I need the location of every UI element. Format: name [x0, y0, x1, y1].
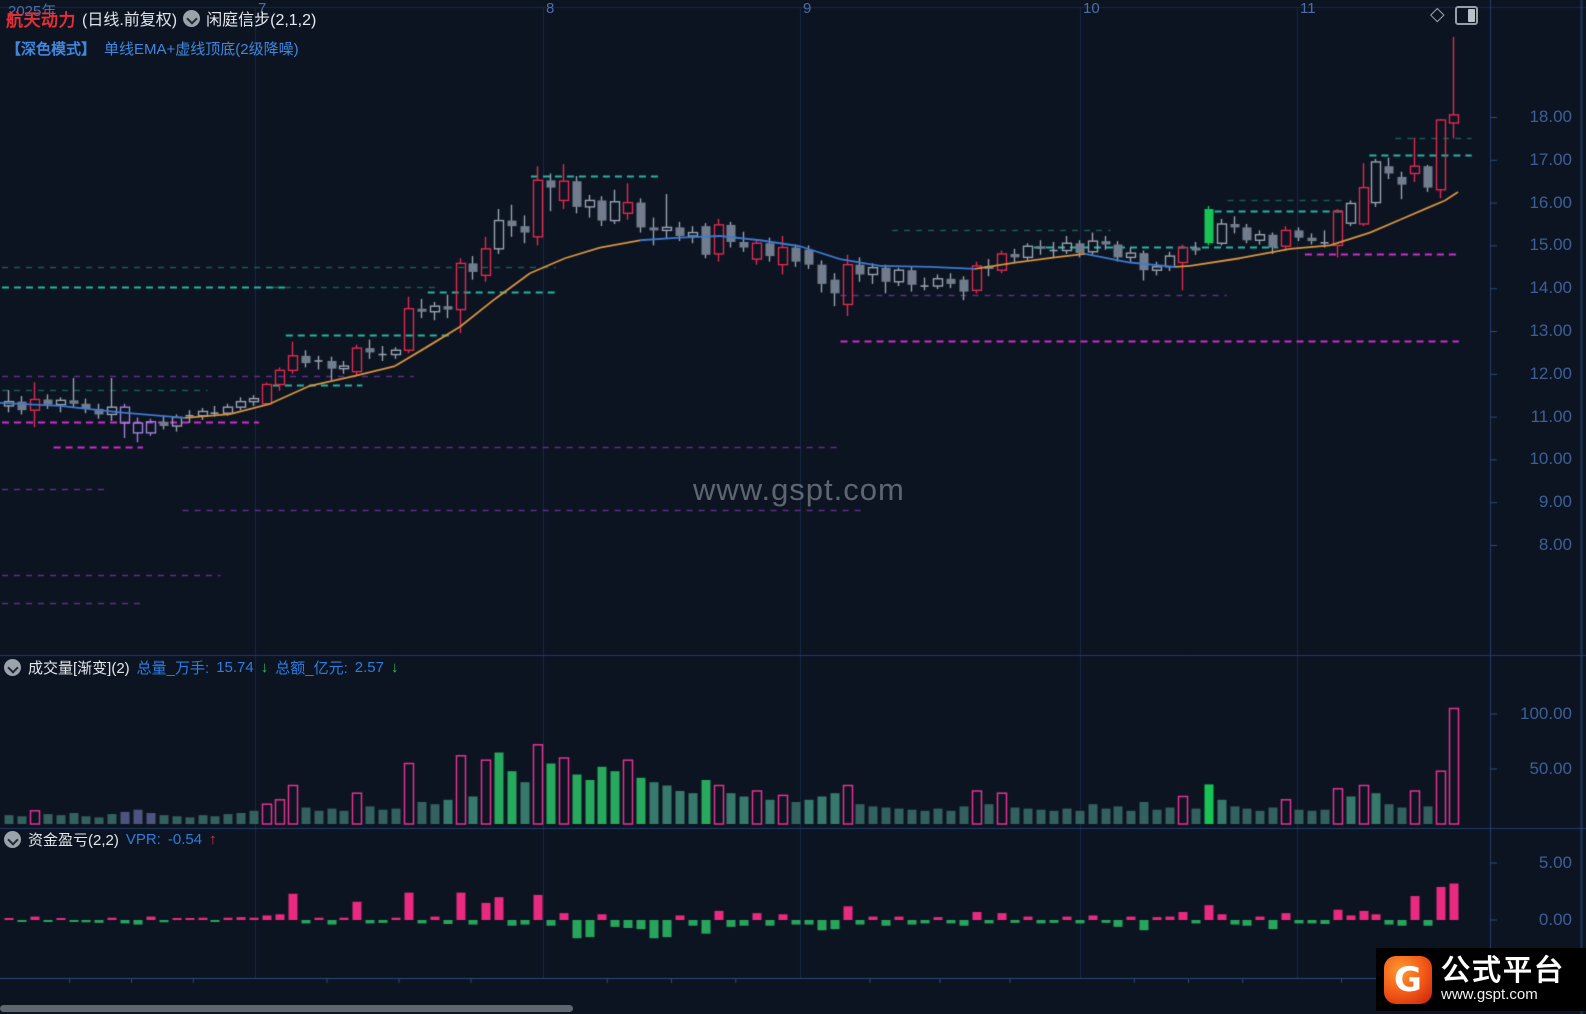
period-adjust-label: (日线.前复权)	[82, 12, 178, 29]
price-tick-label: 15.00	[1529, 235, 1572, 255]
vpr-pane-header: 资金盈亏(2,2) VPR: -0.54 ↑	[4, 829, 217, 850]
price-tick-label: 17.00	[1529, 149, 1572, 169]
panel-layout-icon[interactable]	[1454, 5, 1478, 25]
price-tick-label: 18.00	[1529, 107, 1572, 126]
price-tick-label: 9.00	[1538, 492, 1572, 512]
price-tick-label: 8.00	[1538, 535, 1572, 554]
horizontal-scrollbar[interactable]	[0, 1004, 1586, 1013]
month-label: 11	[1300, 0, 1316, 17]
brand-url: www.gspt.com	[1441, 986, 1538, 1004]
price-tick-label: 12.00	[1529, 363, 1572, 383]
price-tick-label: 10.00	[1529, 449, 1572, 469]
volume-stat2-value: 2.57	[354, 659, 384, 676]
down-arrow-icon: ↓	[390, 659, 399, 676]
collapse-vpr-icon[interactable]	[4, 831, 21, 848]
price-tick-label: 16.00	[1529, 192, 1572, 212]
volume-stat2-label: 总额_亿元:	[275, 660, 348, 677]
vpr-tick-label: 5.00	[1538, 853, 1572, 872]
volume-tick-label: 50.00	[1529, 759, 1572, 778]
price-tick-label: 11.00	[1530, 406, 1572, 426]
watermark: www.gspt.com	[693, 472, 905, 507]
logo-letter: G	[1394, 959, 1422, 1000]
indicator-subtitle: 【深色模式】 单线EMA+虚线顶底(2级降噪)	[6, 38, 299, 59]
vpr-pane-title: 资金盈亏(2,2)	[28, 832, 119, 849]
month-label: 7	[258, 0, 267, 17]
month-label: 10	[1083, 0, 1100, 17]
indicator-title: 闲庭信步(2,1,2)	[206, 12, 317, 29]
price-tick-label: 13.00	[1529, 321, 1572, 340]
month-label: 9	[803, 0, 812, 17]
window-controls: ◇	[1430, 4, 1478, 26]
chart-header: 航天动力 (日线.前复权) 闲庭信步(2,1,2)	[6, 7, 317, 30]
month-label: 8	[546, 0, 555, 17]
stock-name: 航天动力	[6, 10, 76, 30]
vpr-stat-label: VPR:	[125, 831, 161, 848]
gspt-logo-icon: G	[1384, 955, 1432, 1004]
scrollbar-thumb[interactable]	[0, 1005, 573, 1012]
volume-stat1-label: 总量_万手:	[136, 660, 210, 677]
dark-mode-tag: 【深色模式】	[6, 41, 97, 58]
chevron-down-icon[interactable]	[183, 9, 201, 27]
price-tick-label: 14.00	[1529, 278, 1572, 298]
volume-stat1-value: 15.74	[216, 659, 254, 676]
vpr-stat-value: -0.54	[167, 831, 203, 848]
month-label: 2025年	[8, 3, 57, 20]
volume-tick-label: 100.00	[1520, 704, 1572, 723]
diamond-icon[interactable]: ◇	[1430, 4, 1445, 25]
indicator-description: 单线EMA+虚线顶底(2级降噪)	[104, 41, 299, 58]
volume-pane-header: 成交量[渐变](2) 总量_万手: 15.74 ↓ 总额_亿元: 2.57 ↓	[4, 657, 398, 678]
brand-logo: G 公式平台 www.gspt.com	[1376, 948, 1586, 1011]
up-arrow-icon: ↑	[209, 831, 217, 848]
volume-pane-title: 成交量[渐变](2)	[28, 660, 130, 677]
down-arrow-icon: ↓	[260, 659, 269, 676]
collapse-volume-icon[interactable]	[4, 659, 21, 676]
brand-name: 公式平台	[1441, 954, 1566, 987]
vpr-tick-label: 0.00	[1538, 910, 1572, 929]
